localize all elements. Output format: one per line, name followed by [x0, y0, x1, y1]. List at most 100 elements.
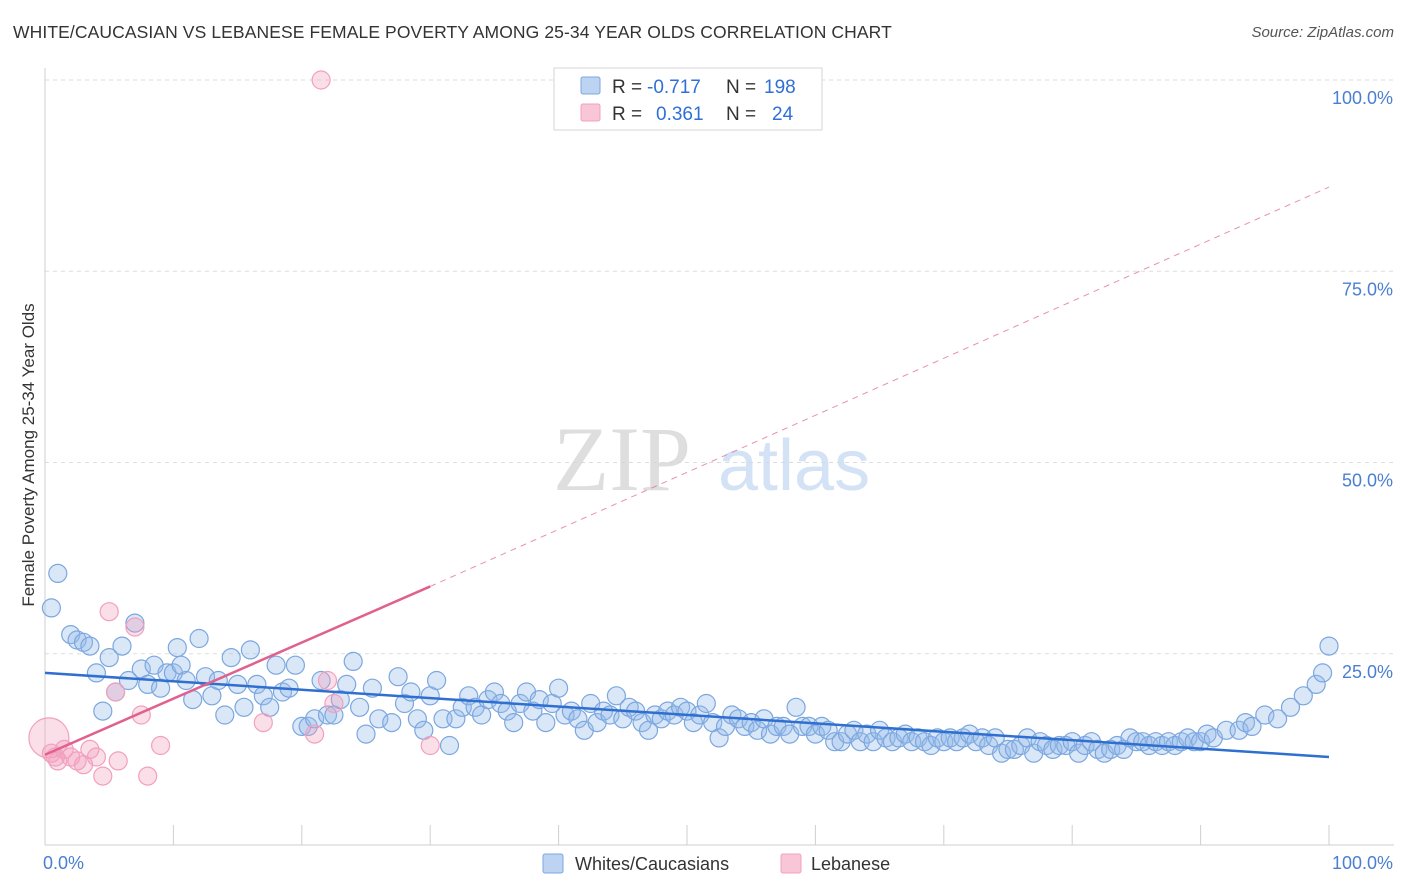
- lebanese-point-20: [317, 670, 338, 691]
- whites-point-48: [350, 697, 370, 717]
- whites-point-53: [388, 667, 408, 687]
- whites-point-35: [266, 655, 286, 675]
- trend-line-1: [44, 585, 431, 756]
- whites-point-74: [523, 701, 543, 721]
- whites-point-71: [504, 712, 524, 733]
- whites-point-59: [427, 670, 447, 691]
- whites-point-62: [446, 709, 466, 729]
- lebanese-point-11: [99, 602, 119, 622]
- whites-point-120: [818, 720, 838, 740]
- stats-legend: R = -0.717 N = 198 R = 0.361 N = 24: [553, 67, 823, 131]
- whites-point-28: [221, 647, 241, 668]
- whites-point-103: [709, 728, 729, 748]
- whites-point-188: [1293, 686, 1313, 706]
- legend-r-label-2: R =: [612, 104, 642, 125]
- watermark: ZIP atlas: [553, 408, 870, 510]
- legend-n-value-2: 24: [772, 104, 794, 125]
- y-tick-label-2: 75.0%: [1342, 279, 1393, 299]
- whites-point-0: [41, 598, 62, 618]
- whites-point-115: [786, 697, 806, 717]
- whites-point-43: [317, 705, 338, 725]
- bottom-legend-label-lebanese: Lebanese: [811, 854, 890, 874]
- whites-point-50: [362, 678, 382, 698]
- whites-point-136: [921, 735, 941, 756]
- axes: [44, 68, 1394, 846]
- lebanese-point-14: [125, 617, 145, 637]
- source-label: Source: ZipAtlas.com: [1251, 24, 1394, 41]
- lebanese-point-8: [80, 739, 100, 760]
- watermark-zip: ZIP: [553, 408, 691, 510]
- whites-point-67: [478, 689, 498, 710]
- legend-swatch-whites: [580, 76, 601, 95]
- whites-point-122: [831, 732, 851, 752]
- whites-point-10: [112, 636, 132, 656]
- whites-point-61: [439, 735, 460, 756]
- x-tick-labels: 0.0% 100.0%: [43, 853, 1393, 873]
- whites-point-187: [1280, 697, 1301, 717]
- chart-title: WHITE/CAUCASIAN VS LEBANESE FEMALE POVER…: [13, 22, 892, 42]
- whites-point-52: [382, 712, 402, 733]
- whites-point-42: [311, 670, 331, 691]
- y-tick-label-1: 50.0%: [1342, 471, 1393, 491]
- whites-point-1: [48, 563, 68, 584]
- whites-point-6: [86, 663, 107, 683]
- whites-point-8: [99, 647, 119, 668]
- whites-point-186: [1267, 709, 1288, 729]
- whites-point-32: [247, 674, 267, 695]
- bottom-legend-swatch-whites: [542, 853, 564, 874]
- whites-point-118: [805, 724, 826, 744]
- whites-point-11: [118, 670, 139, 691]
- series-whites-points: [41, 563, 1339, 763]
- bottom-legend-label-whites: Whites/Caucasians: [575, 854, 729, 874]
- whites-point-127: [863, 732, 883, 752]
- legend-n-label-2: N =: [726, 104, 756, 125]
- whites-point-56: [407, 709, 427, 729]
- whites-point-27: [215, 705, 235, 725]
- x-tick-label-1: 100.0%: [1332, 853, 1393, 873]
- lebanese-point-19: [305, 724, 325, 744]
- series-legend: Whites/Caucasians Lebanese: [542, 853, 890, 874]
- whites-point-168: [1126, 732, 1147, 752]
- bottom-legend-swatch-lebanese: [780, 853, 802, 874]
- whites-point-128: [869, 720, 890, 740]
- whites-point-46: [337, 674, 357, 695]
- whites-point-81: [568, 709, 588, 729]
- gridlines: [45, 79, 1394, 655]
- y-tick-label-0: 25.0%: [1342, 662, 1393, 682]
- whites-point-31: [240, 640, 260, 660]
- legend-n-label-1: N =: [726, 77, 756, 98]
- y-tick-label-3: 100.0%: [1332, 88, 1393, 108]
- lebanese-point-22: [311, 70, 331, 90]
- legend-r-label-1: R =: [612, 77, 642, 98]
- whites-point-101: [696, 693, 716, 714]
- lebanese-point-12: [105, 682, 126, 702]
- whites-point-68: [484, 682, 504, 702]
- y-axis-label: Female Poverty Among 25-34 Year Olds: [19, 303, 38, 606]
- whites-point-20: [171, 655, 191, 675]
- series-lebanese-points: [28, 70, 440, 786]
- y-tick-labels: 25.0% 50.0% 75.0% 100.0%: [1332, 88, 1393, 682]
- legend-r-value-1: -0.717: [647, 77, 701, 98]
- whites-point-76: [536, 712, 556, 733]
- whites-point-189: [1306, 674, 1326, 695]
- trend-extension-1: [429, 186, 1330, 587]
- whites-point-178: [1190, 732, 1211, 752]
- whites-point-40: [298, 716, 318, 737]
- lebanese-point-21: [324, 693, 344, 714]
- lebanese-point-9: [86, 747, 107, 767]
- whites-point-190: [1312, 663, 1333, 683]
- whites-point-47: [343, 651, 363, 672]
- x-tick-label-0: 0.0%: [43, 853, 84, 873]
- whites-point-184: [1242, 716, 1262, 737]
- lebanese-point-23: [420, 735, 440, 756]
- whites-point-159: [1068, 743, 1089, 763]
- whites-point-126: [857, 724, 877, 744]
- whites-point-54: [394, 693, 415, 714]
- trend-lines: [44, 186, 1330, 759]
- lebanese-point-16: [138, 766, 158, 786]
- whites-point-23: [189, 628, 209, 649]
- whites-point-185: [1255, 705, 1275, 725]
- whites-point-156: [1049, 735, 1070, 756]
- whites-point-87: [606, 686, 627, 706]
